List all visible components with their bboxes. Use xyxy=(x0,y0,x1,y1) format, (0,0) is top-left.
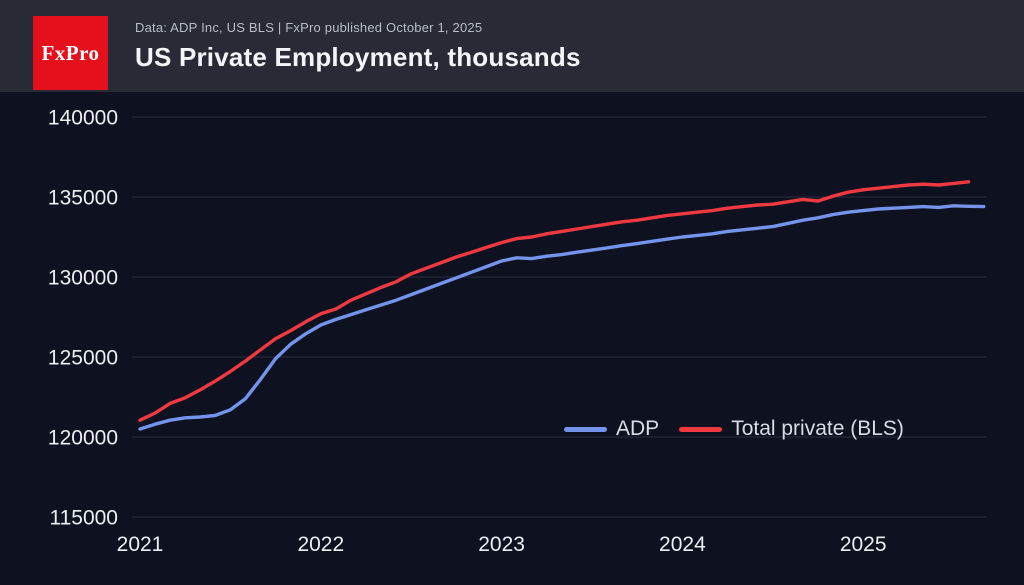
header-text-block: Data: ADP Inc, US BLS | FxPro published … xyxy=(135,20,581,72)
y-tick-label: 135000 xyxy=(48,187,118,210)
header: FxPro Data: ADP Inc, US BLS | FxPro publ… xyxy=(0,0,1024,92)
x-tick-label: 2025 xyxy=(840,533,887,556)
y-axis-labels: 140000 135000 130000 125000 120000 115000 xyxy=(48,107,118,530)
bls-line-swatch xyxy=(679,426,723,432)
y-tick-label: 140000 xyxy=(48,107,118,130)
x-tick-label: 2023 xyxy=(478,533,525,556)
adp-line-swatch xyxy=(564,426,607,432)
y-tick-label: 115000 xyxy=(49,507,118,530)
y-tick-label: 120000 xyxy=(48,427,118,450)
gridlines xyxy=(132,116,987,518)
bls-line xyxy=(138,180,971,422)
x-tick-label: 2021 xyxy=(117,533,164,556)
legend-label-adp: ADP xyxy=(616,417,660,440)
fxpro-logo: FxPro xyxy=(33,16,108,90)
x-tick-label: 2022 xyxy=(297,533,344,556)
y-tick-label: 130000 xyxy=(48,267,118,290)
chart-title: US Private Employment, thousands xyxy=(135,42,581,72)
fxpro-logo-text: FxPro xyxy=(41,40,100,65)
legend-label-bls: Total private (BLS) xyxy=(731,417,904,440)
employment-chart: 140000 135000 130000 125000 120000 115000 202… xyxy=(48,107,987,556)
adp-line xyxy=(138,204,986,431)
data-source-caption: Data: ADP Inc, US BLS | FxPro published … xyxy=(135,20,483,35)
series-lines xyxy=(138,180,986,431)
legend-item-bls: Total private (BLS) xyxy=(679,417,904,441)
y-tick-label: 125000 xyxy=(48,347,118,370)
x-tick-label: 2024 xyxy=(659,533,706,556)
x-axis-labels: 2021 2022 2023 2024 2025 xyxy=(117,533,887,556)
legend: ADP Total private (BLS) xyxy=(564,416,904,442)
legend-item-adp: ADP xyxy=(564,417,659,441)
